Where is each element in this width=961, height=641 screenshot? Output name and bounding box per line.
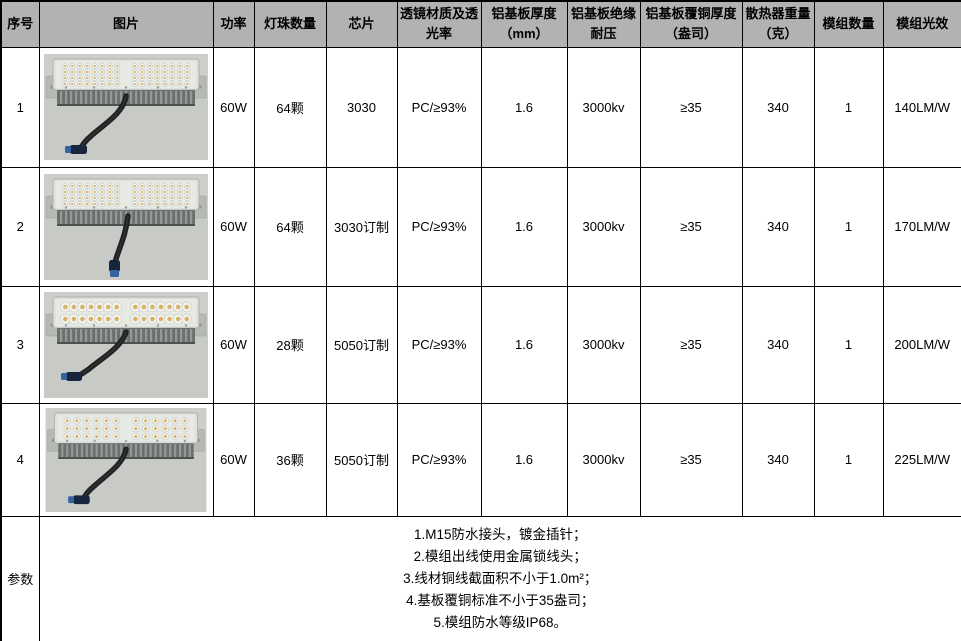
copper-value: ≥35 <box>639 46 743 168</box>
table-row: 3 60W 28颗 5050订制 PC/≥93% 1.6 3000kv ≥35 … <box>0 285 961 404</box>
header-efficacy: 模组光效 <box>882 0 961 48</box>
lens-value: PC/≥93% <box>396 402 482 517</box>
thickness-value: 1.6 <box>480 402 568 517</box>
weight-value: 340 <box>741 46 815 168</box>
voltage-value: 3000kv <box>566 285 641 404</box>
module-qty-value: 1 <box>813 166 884 287</box>
lens-value: PC/≥93% <box>396 166 482 287</box>
led-count-value: 28颗 <box>253 285 327 404</box>
module-qty-value: 1 <box>813 46 884 168</box>
params-line: 2.模组出线使用金属锁线头； <box>413 548 587 564</box>
thickness-value: 1.6 <box>480 285 568 404</box>
thickness-value: 1.6 <box>480 46 568 168</box>
table-row: 2 60W 64颗 3030订制 PC/≥93% 1.6 3000kv ≥35 … <box>0 166 961 287</box>
product-photo-cell <box>38 285 214 404</box>
params-row: 参数 1.M15防水接头，镀金插针； 2.模组出线使用金属锁线头； 3.线材铜线… <box>0 515 961 641</box>
header-row: 序号 图片 功率 灯珠数量 芯片 透镜材质及透光率 铝基板厚度（mm） 铝基板绝… <box>0 0 961 48</box>
params-line: 4.基板覆铜标准不小于35盎司； <box>406 592 595 608</box>
chip-value: 3030 <box>325 46 398 168</box>
table-row: 4 60W 36颗 5050订制 PC/≥93% 1.6 3000kv ≥35 … <box>0 402 961 517</box>
lens-value: PC/≥93% <box>396 285 482 404</box>
header-lens: 透镜材质及透光率 <box>396 0 482 48</box>
params-line: 3.线材铜线截面积不小于1.0m²； <box>403 570 598 586</box>
params-label: 参数 <box>0 515 40 641</box>
header-module-qty: 模组数量 <box>813 0 884 48</box>
chip-value: 3030订制 <box>325 166 398 287</box>
module-qty-value: 1 <box>813 285 884 404</box>
lens-value: PC/≥93% <box>396 46 482 168</box>
power-value: 60W <box>212 46 255 168</box>
efficacy-value: 140LM/W <box>882 46 961 168</box>
weight-value: 340 <box>741 402 815 517</box>
row-number: 4 <box>0 402 40 517</box>
module-photo <box>45 407 207 512</box>
header-voltage: 铝基板绝缘耐压 <box>566 0 641 48</box>
header-serial: 序号 <box>0 0 40 48</box>
thickness-value: 1.6 <box>480 166 568 287</box>
table-row: 1 60W 64颗 3030 PC/≥93% 1.6 3000kv ≥35 34… <box>0 46 961 168</box>
efficacy-value: 200LM/W <box>882 285 961 404</box>
led-count-value: 64颗 <box>253 46 327 168</box>
copper-value: ≥35 <box>639 166 743 287</box>
chip-value: 5050订制 <box>325 402 398 517</box>
params-line: 5.模组防水等级IP68。 <box>433 614 568 630</box>
weight-value: 340 <box>741 166 815 287</box>
power-value: 60W <box>212 402 255 517</box>
efficacy-value: 225LM/W <box>882 402 961 517</box>
led-count-value: 36颗 <box>253 402 327 517</box>
weight-value: 340 <box>741 285 815 404</box>
row-number: 1 <box>0 46 40 168</box>
power-value: 60W <box>212 166 255 287</box>
header-copper: 铝基板覆铜厚度（盎司） <box>639 0 743 48</box>
params-line: 1.M15防水接头，镀金插针； <box>413 526 587 542</box>
module-photo <box>44 173 208 280</box>
voltage-value: 3000kv <box>566 166 641 287</box>
row-number: 3 <box>0 285 40 404</box>
product-photo-cell <box>38 46 214 168</box>
power-value: 60W <box>212 285 255 404</box>
module-photo <box>44 54 208 160</box>
copper-value: ≥35 <box>639 285 743 404</box>
product-photo-cell <box>38 166 214 287</box>
params-cell: 1.M15防水接头，镀金插针； 2.模组出线使用金属锁线头； 3.线材铜线截面积… <box>38 515 961 641</box>
header-picture: 图片 <box>38 0 214 48</box>
header-led-count: 灯珠数量 <box>253 0 327 48</box>
voltage-value: 3000kv <box>566 402 641 517</box>
chip-value: 5050订制 <box>325 285 398 404</box>
module-photo <box>44 291 208 398</box>
module-qty-value: 1 <box>813 402 884 517</box>
header-thickness: 铝基板厚度（mm） <box>480 0 568 48</box>
led-count-value: 64颗 <box>253 166 327 287</box>
efficacy-value: 170LM/W <box>882 166 961 287</box>
product-photo-cell <box>38 402 214 517</box>
copper-value: ≥35 <box>639 402 743 517</box>
header-chip: 芯片 <box>325 0 398 48</box>
row-number: 2 <box>0 166 40 287</box>
header-power: 功率 <box>212 0 255 48</box>
voltage-value: 3000kv <box>566 46 641 168</box>
header-weight: 散热器重量（克） <box>741 0 815 48</box>
